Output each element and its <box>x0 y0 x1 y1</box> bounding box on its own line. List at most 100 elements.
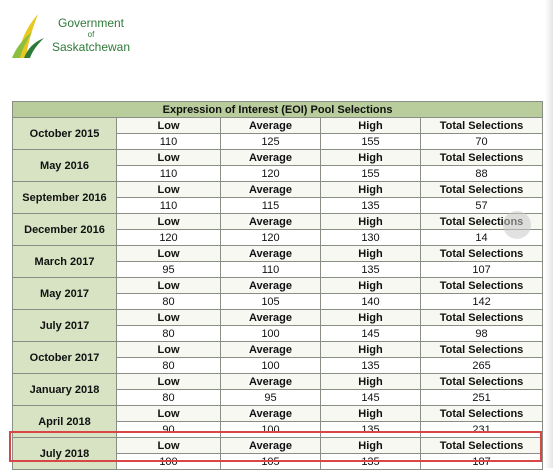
column-header-cell: High <box>320 277 421 294</box>
column-header-cell: Low <box>116 245 221 262</box>
table-header-row: October 2017 Low Average High Total Selectio… <box>12 341 544 374</box>
column-header-cell: Low <box>116 341 221 358</box>
column-header-cell: Low <box>116 437 221 454</box>
score-average-cell: 120 <box>220 229 321 246</box>
table-row: 80 95 145 251 <box>13 389 544 406</box>
column-header-cell: High <box>320 213 421 230</box>
score-high-cell: 155 <box>320 133 421 150</box>
table-header-row: March 2017 Low Average High Total Selections <box>12 245 544 278</box>
column-header-cell: Total Selections <box>419 245 544 262</box>
column-header-cell: Low <box>116 373 221 390</box>
column-header-cell: High <box>320 405 421 422</box>
table-title-row: Expression of Interest (EOI) Pool Select… <box>11 101 544 118</box>
table-row: 80 100 135 265 <box>13 357 544 374</box>
saskatchewan-logo: Government of Saskatchewan <box>10 12 130 60</box>
score-low-cell: 110 <box>116 165 221 182</box>
column-header-cell: High <box>320 341 421 358</box>
column-header-cell: High <box>320 245 421 262</box>
table-title: Expression of Interest (EOI) Pool Select… <box>11 101 544 118</box>
table-row: 95 110 135 107 <box>13 261 544 278</box>
table-header-row: December 2016 Low Average High Total Selecti… <box>12 213 544 246</box>
score-total-cell: 265 <box>419 357 544 374</box>
column-header-cell: Average <box>220 117 321 134</box>
period-date-cell: December 2016 <box>12 213 117 246</box>
period-date-cell: March 2017 <box>12 245 117 278</box>
column-header-cell: Total Selections <box>419 373 544 390</box>
column-header-cell: Low <box>116 117 221 134</box>
column-header-cell: High <box>320 117 421 134</box>
table-header-row: September 2016 Low Average High Total Select… <box>12 181 544 214</box>
period-date-cell: May 2017 <box>12 277 117 310</box>
score-high-cell: 135 <box>320 453 421 470</box>
score-average-cell: 110 <box>220 261 321 278</box>
column-header-cell: Average <box>220 309 321 326</box>
column-header-cell: Total Selections <box>419 309 544 326</box>
score-average-cell: 100 <box>220 357 321 374</box>
table-row: 80 100 145 98 <box>13 325 544 342</box>
table-row: 80 105 140 142 <box>13 293 544 310</box>
score-total-cell: 57 <box>419 197 544 214</box>
column-header-cell: Total Selections <box>419 437 544 454</box>
period-date-cell: January 2018 <box>12 373 117 406</box>
column-header-cell: Average <box>220 213 321 230</box>
score-average-cell: 95 <box>220 389 321 406</box>
table-header-row: October 2015 Low Average High Total Selectio… <box>12 117 544 150</box>
score-high-cell: 130 <box>320 229 421 246</box>
score-total-cell: 187 <box>419 453 544 470</box>
score-high-cell: 145 <box>320 389 421 406</box>
table-header-row: July 2017 Low Average High Total Selections <box>12 309 544 342</box>
column-header-cell: Low <box>116 213 221 230</box>
score-total-cell: 231 <box>419 421 544 438</box>
score-high-cell: 140 <box>320 293 421 310</box>
score-low-cell: 100 <box>116 453 221 470</box>
score-total-cell: 88 <box>419 165 544 182</box>
score-average-cell: 125 <box>220 133 321 150</box>
column-header-cell: Total Selections <box>419 341 544 358</box>
column-header-cell: High <box>320 181 421 198</box>
score-low-cell: 95 <box>116 261 221 278</box>
score-average-cell: 105 <box>220 453 321 470</box>
column-header-cell: Low <box>116 277 221 294</box>
score-total-cell: 98 <box>419 325 544 342</box>
column-header-cell: High <box>320 373 421 390</box>
score-low-cell: 80 <box>116 325 221 342</box>
logo-line-of: of <box>87 30 95 39</box>
score-high-cell: 135 <box>320 197 421 214</box>
scroll-indicator[interactable] <box>503 211 531 239</box>
eoi-pool-selections-table: Expression of Interest (EOI) Pool Select… <box>11 101 544 470</box>
column-header-cell: High <box>320 437 421 454</box>
logo-wordmark: Government of Saskatchewan <box>46 16 136 54</box>
score-high-cell: 155 <box>320 165 421 182</box>
period-date-cell: October 2015 <box>12 117 117 150</box>
score-total-cell: 107 <box>419 261 544 278</box>
score-low-cell: 120 <box>116 229 221 246</box>
period-date-cell: July 2017 <box>12 309 117 342</box>
score-low-cell: 90 <box>116 421 221 438</box>
score-average-cell: 100 <box>220 421 321 438</box>
table-header-row: January 2018 Low Average High Total Selectio… <box>12 373 544 406</box>
score-high-cell: 145 <box>320 325 421 342</box>
column-header-cell: Average <box>220 181 321 198</box>
logo-line-government: Government <box>57 16 125 30</box>
wheat-logo-icon <box>12 14 44 58</box>
score-low-cell: 80 <box>116 357 221 374</box>
score-average-cell: 115 <box>220 197 321 214</box>
column-header-cell: Average <box>220 373 321 390</box>
table-row: 110 125 155 70 <box>13 133 544 150</box>
logo-line-saskatchewan: Saskatchewan <box>51 40 131 54</box>
page-edge-shadow <box>545 0 553 468</box>
score-total-cell: 251 <box>419 389 544 406</box>
column-header-cell: High <box>320 309 421 326</box>
column-header-cell: Average <box>220 341 321 358</box>
column-header-cell: Average <box>220 437 321 454</box>
table-header-row: July 2018 Low Average High Total Selections <box>12 437 544 470</box>
score-low-cell: 80 <box>116 293 221 310</box>
period-date-cell: May 2016 <box>12 149 117 182</box>
column-header-cell: Total Selections <box>419 181 544 198</box>
score-high-cell: 135 <box>320 261 421 278</box>
column-header-cell: Low <box>116 181 221 198</box>
column-header-cell: Total Selections <box>419 149 544 166</box>
score-high-cell: 135 <box>320 357 421 374</box>
table-row: 120 120 130 14 <box>13 229 544 246</box>
column-header-cell: Average <box>220 277 321 294</box>
